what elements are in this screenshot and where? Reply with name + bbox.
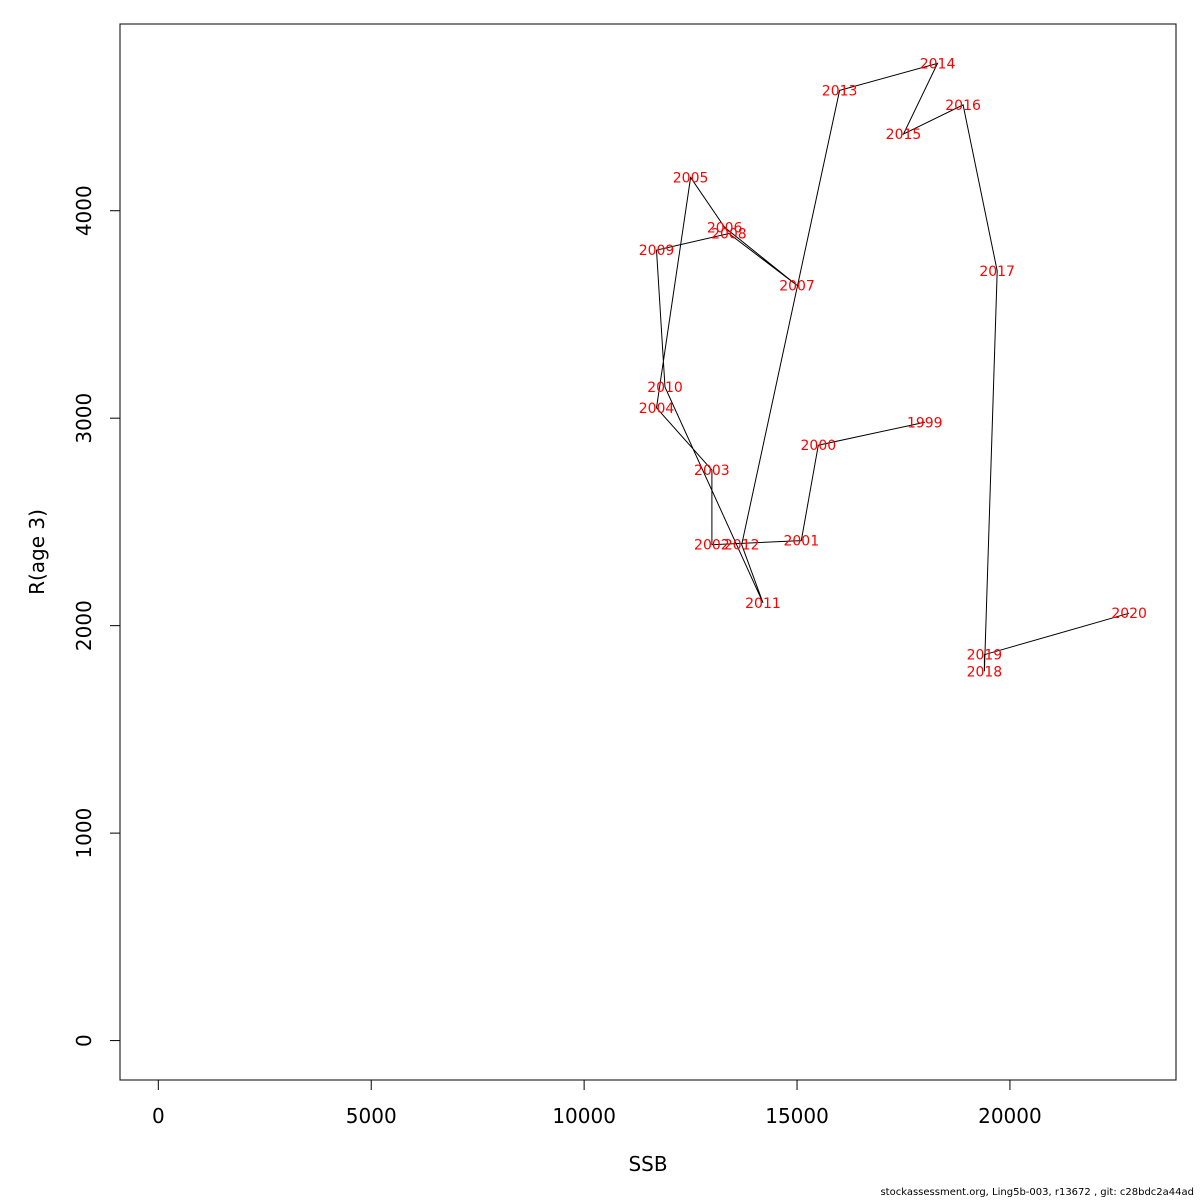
year-label-2014: 2014	[920, 56, 956, 72]
year-label-2013: 2013	[822, 83, 858, 99]
x-tick-label: 20000	[978, 1104, 1042, 1128]
x-tick-label: 15000	[765, 1104, 829, 1128]
x-tick-label: 0	[152, 1104, 165, 1128]
y-tick-label: 4000	[72, 185, 96, 236]
year-label-2007: 2007	[779, 278, 815, 294]
year-label-2016: 2016	[945, 98, 981, 114]
y-tick-label: 1000	[72, 808, 96, 859]
y-axis-label: R(age 3)	[25, 509, 49, 595]
year-label-2008: 2008	[711, 227, 747, 243]
year-label-2006: 2006	[707, 220, 743, 236]
year-label-1999: 1999	[907, 415, 943, 431]
y-tick-label: 0	[72, 1034, 96, 1047]
year-label-2017: 2017	[979, 264, 1015, 280]
year-label-2015: 2015	[886, 127, 922, 143]
plot-frame	[119, 23, 1177, 1081]
year-label-2000: 2000	[801, 438, 837, 454]
year-label-2004: 2004	[639, 401, 675, 417]
year-label-2018: 2018	[967, 664, 1003, 680]
year-label-2003: 2003	[694, 463, 730, 479]
axes: 0 5000 10000 15000 20000 0 1000 2000 3000 4000	[72, 185, 1042, 1128]
x-axis-label: SSB	[628, 1152, 667, 1176]
year-label-2002: 2002	[694, 538, 730, 554]
y-tick-label: 3000	[72, 393, 96, 444]
point-labels: 1999 2000 2001 2002 2003 2004 2005 2006 2007 2008…	[639, 56, 1147, 680]
x-tick-label: 5000	[346, 1104, 397, 1128]
year-label-2012: 2012	[724, 538, 760, 554]
footer-credit: stockassessment.org, Ling5b-003, r13672 …	[880, 1187, 1194, 1198]
year-label-2019: 2019	[967, 648, 1003, 664]
year-label-2010: 2010	[647, 380, 683, 396]
year-label-2005: 2005	[673, 171, 709, 187]
y-tick-label: 2000	[72, 600, 96, 651]
series-path	[655, 62, 1130, 672]
x-tick-label: 10000	[552, 1104, 616, 1128]
year-label-2009: 2009	[639, 243, 675, 259]
year-label-2001: 2001	[783, 534, 819, 550]
year-label-2020: 2020	[1111, 606, 1147, 622]
year-label-2011: 2011	[745, 596, 781, 612]
ssb-recruitment-line	[655, 62, 1130, 672]
